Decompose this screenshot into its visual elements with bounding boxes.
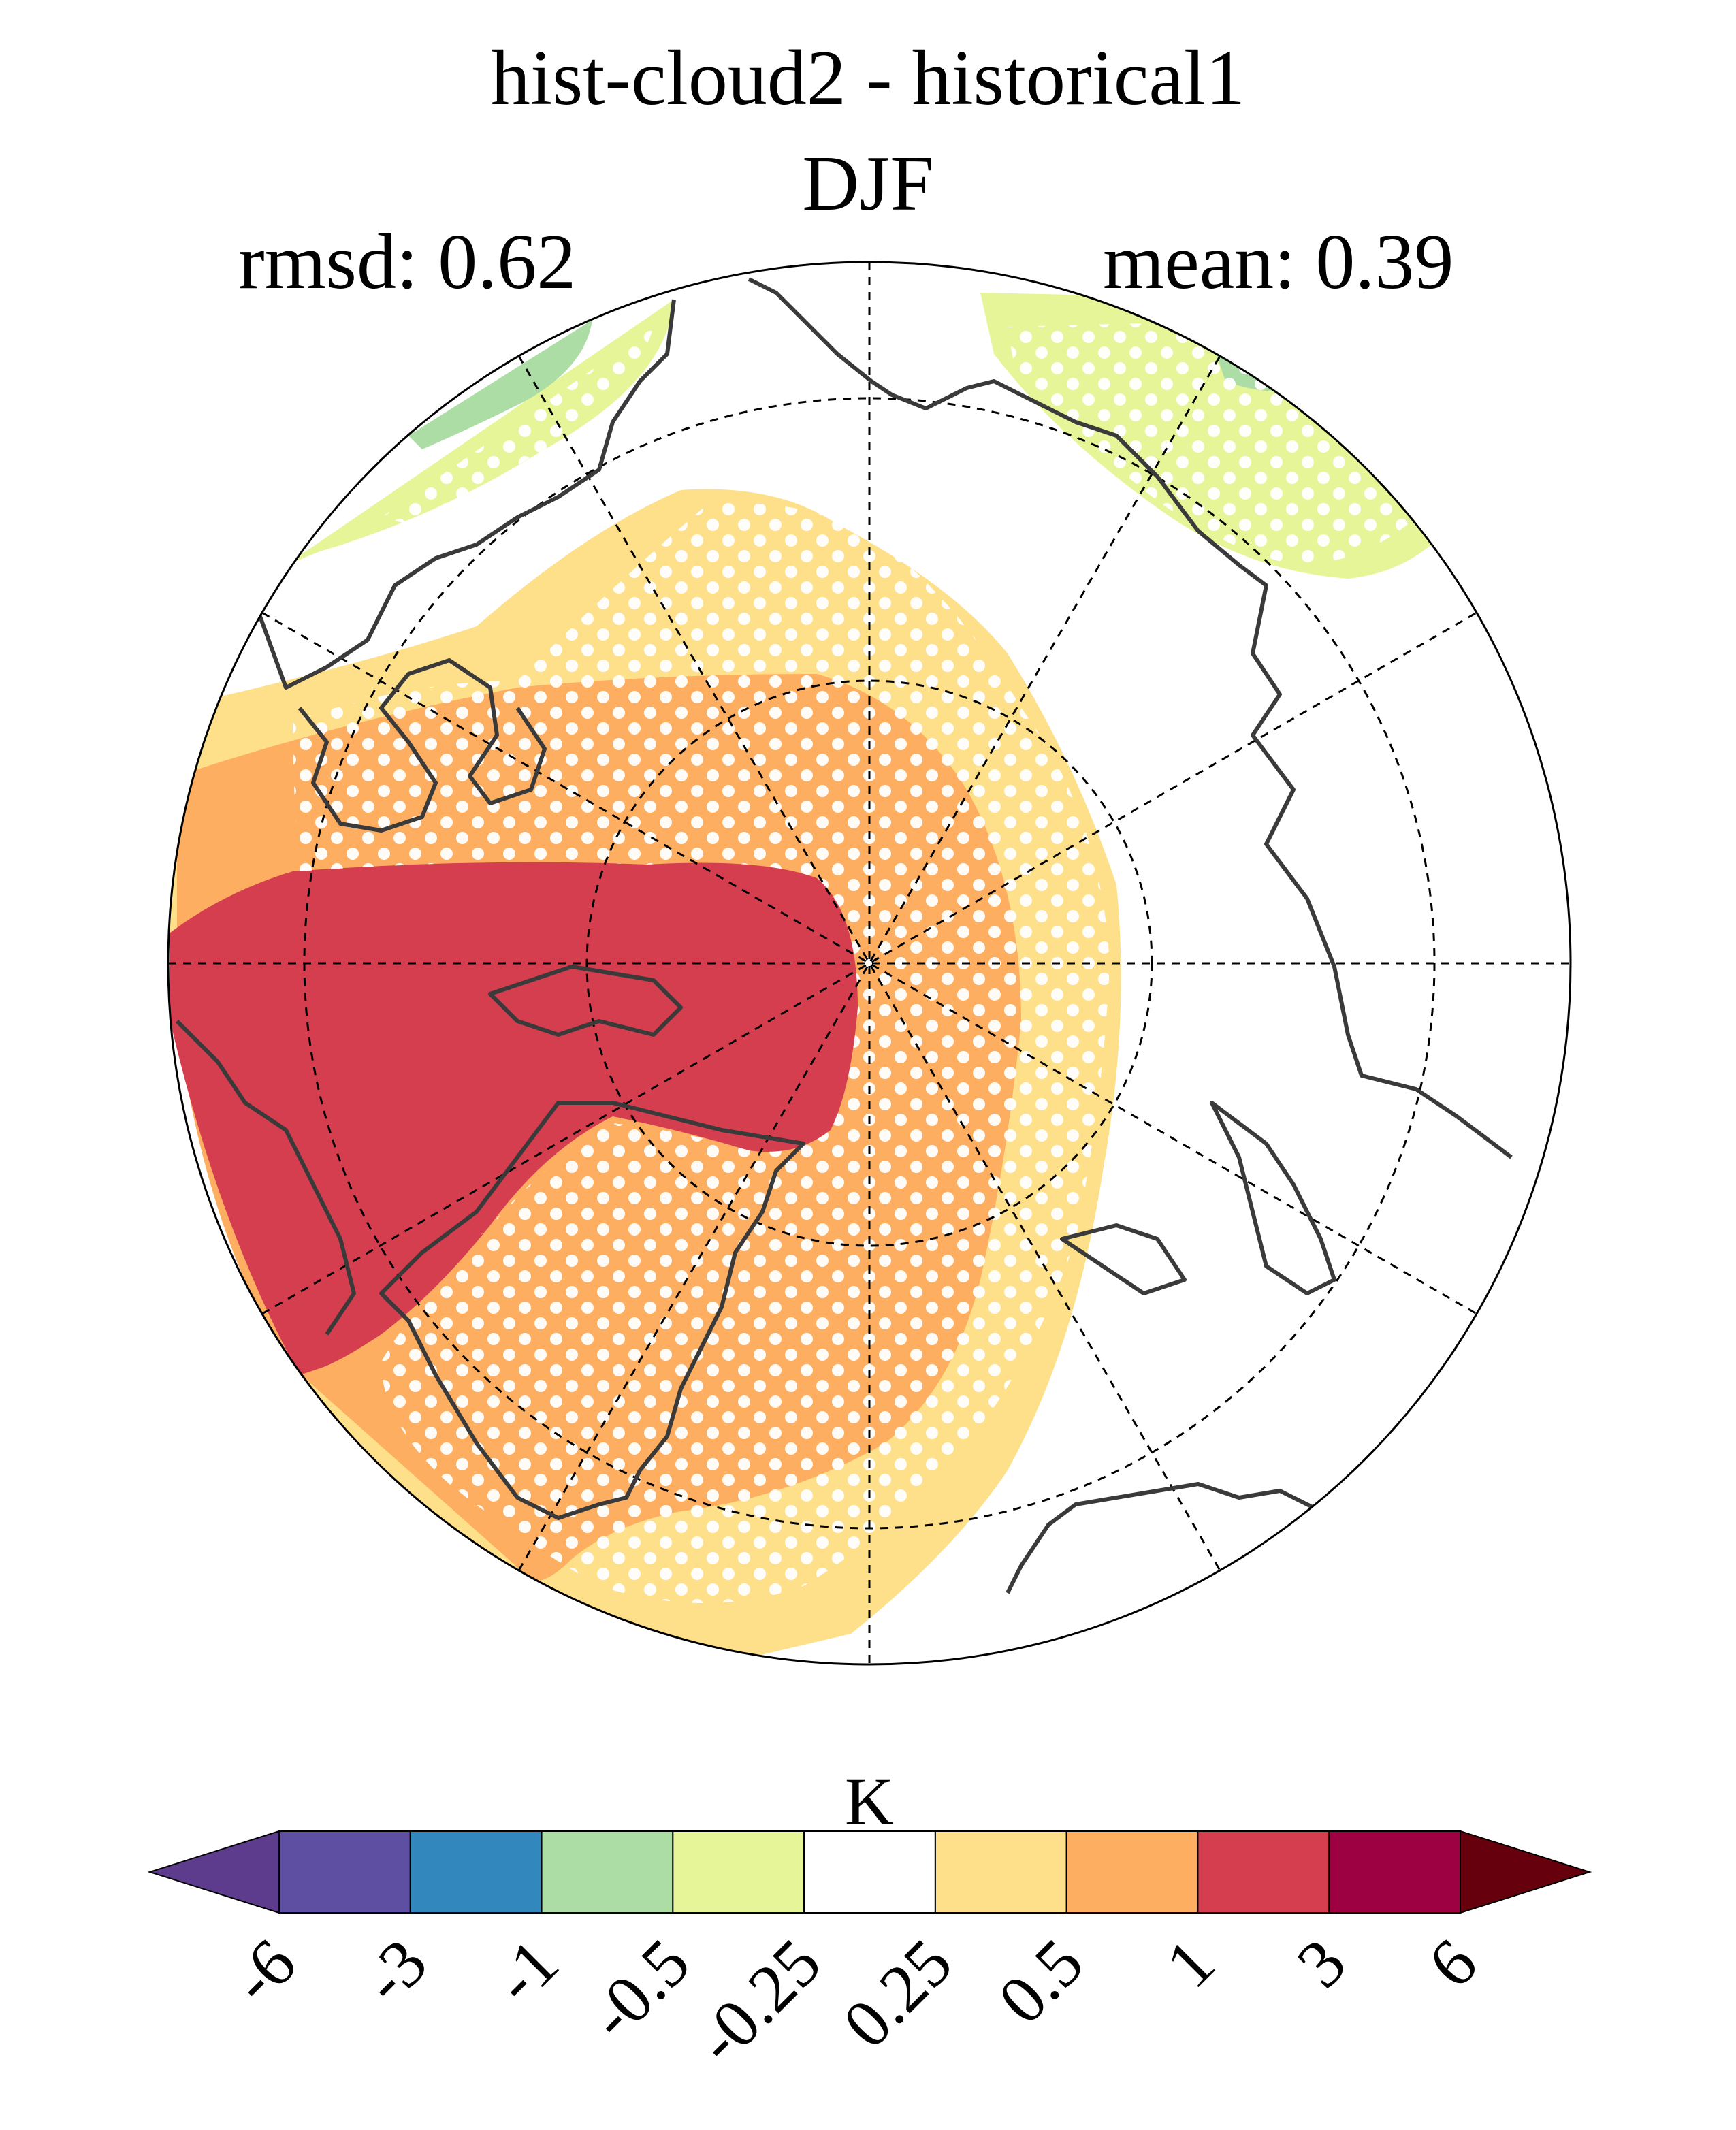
colorbar-swatch: [1197, 1830, 1330, 1914]
stipple-mask-nw: [381, 327, 654, 524]
colorbar-swatch: [409, 1830, 543, 1914]
coast-siberia-north: [748, 277, 1513, 1159]
coast-greenland: [379, 1101, 805, 1520]
colorbar-tick-label: -6: [216, 1924, 310, 2018]
coast-baffin: [488, 965, 683, 1037]
figure-title: hist-cloud2 - historical1: [490, 35, 1246, 122]
stipple-mask-positive: [293, 502, 1110, 1603]
colorbar-swatch: [672, 1830, 805, 1914]
colorbar-extend-low: [147, 1830, 280, 1914]
contour-fill-negative-nw: [286, 300, 674, 565]
colorbar-tick-label: 0.5: [984, 1924, 1097, 2038]
latitude-circle-80: [585, 679, 1153, 1247]
meridian-30: [517, 355, 1221, 1571]
colorbar-swatch: [934, 1830, 1067, 1914]
colorbar-swatch: [1328, 1830, 1461, 1914]
meridian-120: [261, 611, 1477, 1315]
colorbar-tick-label: -1: [479, 1924, 573, 2018]
colorbar-swatch: [803, 1830, 936, 1914]
colorbar-tick-label: -0.5: [574, 1924, 703, 2054]
coast-alaska-siberia: [257, 299, 676, 690]
coastlines: [175, 277, 1513, 1594]
colorbar-tick-label: 0.25: [829, 1924, 966, 2062]
colorbar-swatches: [147, 1830, 1592, 1914]
colorbar-tick-label: -0.25: [681, 1924, 835, 2078]
coast-canada-archipelago: [298, 658, 547, 833]
contour-fill-negative-nw-strong: [408, 320, 592, 449]
colorbar-tick-label: 3: [1283, 1924, 1360, 2002]
colorbar-tick-label: 1: [1151, 1924, 1229, 2002]
rmsd-label: rmsd: 0.62: [238, 219, 577, 306]
colorbar-tick-label: 6: [1414, 1924, 1492, 2002]
colorbar-unit: K: [845, 1764, 894, 1839]
colorbar-swatch: [1065, 1830, 1199, 1914]
map-border: [167, 261, 1572, 1666]
coast-europe: [1006, 1482, 1363, 1594]
coast-hudson: [175, 1019, 356, 1336]
colorbar-tick-label: -3: [348, 1924, 441, 2018]
polar-map: [168, 262, 1571, 1664]
coast-scandinavia: [1210, 1101, 1336, 1295]
colorbar-swatch: [541, 1830, 674, 1914]
colorbar: K -6 -3 -1 -0.5-0.250.25 0.5 1 3 6: [147, 1764, 1592, 2078]
coast-novaya-zemlya: [1060, 1223, 1187, 1295]
graticule: [168, 262, 1571, 1664]
colorbar-swatch: [278, 1830, 411, 1914]
colorbar-extend-high: [1460, 1830, 1592, 1914]
mean-label: mean: 0.39: [1103, 219, 1454, 306]
season-label: DJF: [802, 140, 934, 227]
colorbar-tick-labels: -6 -3 -1 -0.5-0.250.25 0.5 1 3 6: [216, 1924, 1491, 2078]
meridian-150: [517, 355, 1221, 1571]
meridian-60: [261, 611, 1477, 1315]
